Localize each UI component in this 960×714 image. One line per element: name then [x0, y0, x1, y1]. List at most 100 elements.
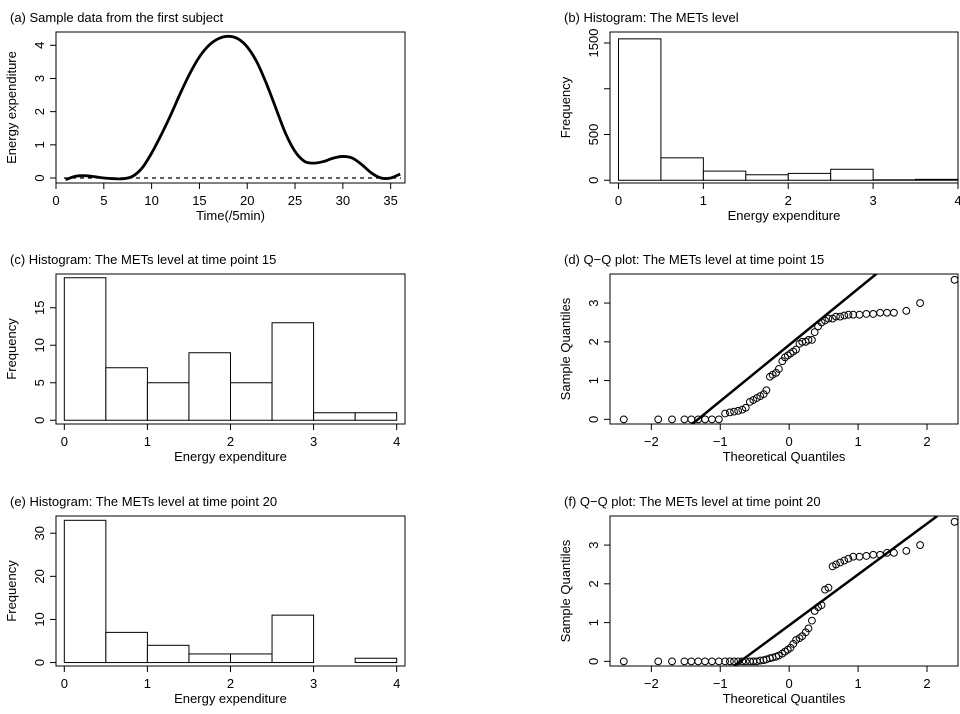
qq-point — [902, 306, 911, 315]
qq-point — [687, 657, 696, 666]
x-tick-label: −2 — [644, 434, 659, 449]
histogram-bar — [617, 38, 662, 181]
panel-c: (c) Histogram: The METs level at time po… — [4, 252, 406, 464]
qq-point — [869, 550, 878, 559]
qq-point — [862, 552, 871, 560]
y-axis-label: Frequency — [4, 318, 19, 380]
y-tick-label: 0 — [586, 177, 601, 184]
y-tick-label: 10 — [32, 612, 47, 626]
y-tick-label: 5 — [32, 379, 47, 386]
y-tick-label: 10 — [32, 338, 47, 352]
y-tick-label: 2 — [586, 580, 601, 587]
qq-point — [916, 541, 924, 549]
qq-point — [789, 640, 798, 648]
qq-point — [844, 310, 853, 319]
x-tick-label: 0 — [786, 434, 793, 449]
qq-point — [778, 357, 787, 366]
x-tick-label: −2 — [644, 676, 659, 691]
qq-point — [883, 308, 891, 317]
x-axis-label: Energy expenditure — [728, 208, 841, 223]
y-tick-label: 1 — [32, 141, 47, 148]
energy-curve — [65, 34, 401, 182]
histogram-bar — [660, 157, 704, 181]
qq-point — [804, 624, 813, 633]
qq-point — [840, 556, 849, 565]
qq-point — [869, 310, 878, 318]
qq-point — [774, 365, 783, 373]
y-tick-label: 0 — [586, 658, 601, 665]
x-tick-label: 20 — [240, 193, 254, 208]
x-tick-label: 2 — [785, 193, 792, 208]
plot-frame — [55, 31, 406, 184]
x-tick-label: 1 — [854, 434, 861, 449]
qq-point — [804, 335, 813, 344]
qq-point — [680, 415, 689, 424]
qq-point — [708, 415, 716, 424]
panel-a: (a) Sample data from the first subject 0 5… — [4, 10, 406, 223]
panel-d: (d) Q−Q plot: The METs level at time poi… — [558, 252, 959, 464]
y-tick-label: 1 — [586, 377, 601, 384]
qq-point — [721, 657, 729, 666]
y-axis-label: Frequency — [4, 560, 19, 622]
qq-point — [726, 408, 734, 417]
qq-point — [668, 657, 676, 666]
x-tick-label: 3 — [310, 676, 317, 691]
y-tick-label: 15 — [32, 301, 47, 315]
histogram-bar — [188, 653, 231, 664]
histogram-bar — [188, 352, 231, 421]
y-tick-label: 0 — [32, 174, 47, 181]
chart-title: (b) Histogram: The METs level — [564, 10, 739, 25]
y-tick-label: 0 — [32, 417, 47, 424]
qq-point — [849, 552, 858, 561]
x-tick-label: 2 — [923, 676, 930, 691]
histogram-bar — [230, 653, 273, 664]
qq-point — [810, 328, 819, 337]
x-tick-label: 15 — [192, 193, 206, 208]
histogram-bar — [105, 367, 148, 421]
qq-point — [808, 335, 816, 344]
y-tick-label: 500 — [586, 124, 601, 146]
qq-point — [680, 657, 689, 666]
panel-f: (f) Q−Q plot: The METs level at time poi… — [558, 494, 959, 706]
x-tick-label: 2 — [227, 676, 234, 691]
qq-point — [734, 406, 743, 415]
qq-point — [619, 415, 628, 424]
panel-b: (b) Histogram: The METs level 0 1 2 3 4 0 500 15… — [558, 10, 960, 223]
x-tick-label: 1 — [144, 434, 151, 449]
qq-point — [950, 275, 958, 284]
y-tick-label: 3 — [586, 541, 601, 548]
y-tick-label: 30 — [32, 526, 47, 540]
chart-title: (e) Histogram: The METs level at time po… — [10, 494, 277, 509]
chart-title: (d) Q−Q plot: The METs level at time poi… — [564, 252, 824, 267]
x-tick-label: 0 — [786, 676, 793, 691]
x-tick-label: −1 — [713, 434, 728, 449]
x-tick-label: 3 — [870, 193, 877, 208]
qq-point — [836, 312, 845, 321]
histogram-bar — [702, 170, 747, 181]
x-tick-label: 4 — [393, 434, 400, 449]
qq-reference-line — [733, 516, 939, 666]
x-tick-label: 0 — [61, 676, 68, 691]
histogram-bar — [146, 382, 190, 421]
y-tick-label: 2 — [32, 108, 47, 115]
x-tick-label: 10 — [144, 193, 158, 208]
chart-title: (f) Q−Q plot: The METs level at time poi… — [564, 494, 821, 509]
plot-frame — [609, 273, 959, 425]
qq-point — [890, 308, 898, 317]
histogram-bar — [915, 178, 958, 181]
x-tick-label: 1 — [854, 676, 861, 691]
qq-point — [694, 657, 703, 666]
qq-point — [721, 409, 729, 418]
qq-point — [916, 299, 924, 307]
qq-reference-line — [690, 274, 879, 424]
histogram-bar — [745, 174, 789, 181]
qq-point — [762, 386, 771, 395]
x-tick-label: 0 — [61, 434, 68, 449]
qq-point — [801, 628, 810, 637]
y-axis-label: Sample Quantiles — [558, 297, 573, 400]
x-tick-label: 2 — [923, 434, 930, 449]
qq-point — [902, 546, 911, 555]
x-tick-label: 3 — [310, 434, 317, 449]
x-tick-label: 1 — [700, 193, 707, 208]
qq-point — [668, 415, 676, 424]
